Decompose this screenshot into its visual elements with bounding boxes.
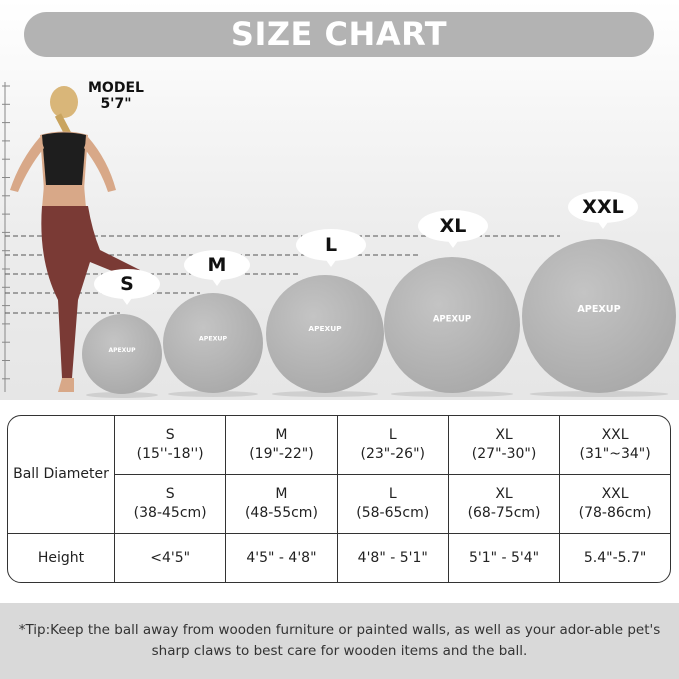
table-row: Height <4'5" 4'5" - 4'8" 4'8" - 5'1" 5'1… — [8, 534, 670, 582]
page-title: SIZE CHART — [24, 12, 654, 57]
table-cell: 4'5" - 4'8" — [226, 534, 338, 582]
table-cell: XL (27"-30") — [448, 416, 561, 475]
size-bubble-xl: XL — [418, 210, 488, 248]
table-row: S (38-45cm) M (48-55cm) L (58-65cm) XL (68-7… — [8, 475, 670, 534]
size-bubble-m: M — [184, 250, 250, 286]
table-cell: <4'5" — [115, 534, 227, 582]
table-cell: L (23"-26") — [337, 416, 449, 475]
table-cell: 4'8" - 5'1" — [338, 534, 449, 582]
model-height-label: MODEL 5'7" — [88, 80, 144, 112]
brand-logo: APEXUP — [199, 336, 228, 343]
exercise-ball-m: APEXUP — [163, 293, 263, 397]
table-cell: XXL (78-86cm) — [560, 475, 670, 534]
height-header: Height — [8, 534, 115, 582]
exercise-ball-l: APEXUP — [266, 275, 384, 397]
brand-logo: APEXUP — [577, 304, 620, 315]
table-row: Ball Diameter S (15''-18'') M (19"-22") L(… — [8, 416, 670, 534]
table-cell: L (58-65cm) — [337, 475, 449, 534]
brand-logo: APEXUP — [308, 324, 342, 333]
model-figure — [10, 86, 140, 392]
care-tip: *Tip:Keep the ball away from wooden furn… — [0, 603, 679, 679]
table-cell: 5'1" - 5'4" — [449, 534, 561, 582]
brand-logo: APEXUP — [433, 315, 471, 325]
table-cell: M (19"-22") — [226, 416, 338, 475]
size-bubble-l: L — [296, 229, 366, 267]
brand-logo: APEXUP — [108, 347, 136, 354]
table-cell: S (15''-18'') — [115, 416, 227, 475]
model-height: 5'7" — [100, 96, 132, 112]
size-bubble-xxl: XXL — [568, 191, 638, 229]
size-bubble-s: S — [94, 269, 160, 305]
size-table: Ball Diameter S (15''-18'') M (19"-22") L(… — [7, 415, 671, 583]
table-cell: S (38-45cm) — [115, 475, 227, 534]
exercise-ball-xxl: APEXUP — [522, 239, 676, 397]
table-cell: 5.4"-5.7" — [583, 549, 647, 566]
exercise-ball-s: APEXUP — [82, 314, 162, 398]
table-cell: XXL (31"~34") — [560, 416, 670, 475]
table-cell: XL (68-75cm) — [448, 475, 561, 534]
model-label: MODEL — [88, 80, 144, 96]
diameter-header: Ball Diameter — [8, 416, 115, 534]
exercise-ball-xl: APEXUP — [384, 257, 520, 397]
table-cell: M (48-55cm) — [226, 475, 338, 534]
